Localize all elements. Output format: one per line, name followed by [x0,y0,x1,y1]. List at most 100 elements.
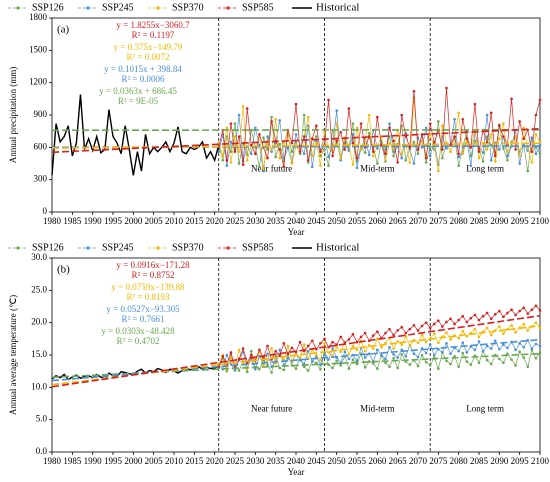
data-point [290,162,294,165]
data-point [266,156,269,160]
data-point [457,152,460,156]
data-point [453,322,456,326]
data-point [331,154,334,158]
data-point [506,154,509,158]
data-point [306,115,310,119]
data-point [461,351,465,355]
data-point [538,351,542,354]
data-point [506,352,509,356]
data-point [538,344,542,348]
data-point [526,312,530,315]
data-point [461,118,465,121]
data-point [270,148,273,151]
data-point [534,113,538,117]
data-point [237,150,241,153]
data-point [221,354,225,358]
data-point [278,148,282,151]
data-point [294,367,298,370]
data-point [376,330,379,334]
legend-label: SSP245 [102,2,134,13]
data-point [363,331,367,335]
data-point [278,119,282,122]
data-point [428,364,432,367]
data-point [477,156,481,160]
data-point [392,154,395,158]
x-tick-label: 1995 [104,216,123,226]
series-line [218,348,541,374]
data-point [262,169,265,173]
data-point [489,143,493,147]
data-point [282,342,286,345]
data-point [258,348,261,352]
data-point [400,152,404,156]
data-point [420,333,424,337]
data-point [367,113,371,117]
panel-label: (b) [57,264,70,276]
data-point [233,369,237,372]
x-tick-label: 2090 [490,216,509,226]
data-point [424,360,428,364]
data-point [469,146,473,149]
data-point [384,158,387,162]
data-point [278,142,282,146]
y-tick-label: 25.0 [31,284,47,294]
data-point [376,348,379,352]
data-point [404,354,408,358]
data-point [530,161,534,164]
data-point [416,148,420,151]
data-point [282,368,286,372]
data-point [408,344,412,348]
data-point [465,137,469,141]
data-point [302,343,306,346]
data-point [237,369,241,372]
data-point [315,141,318,145]
data-point [266,363,269,367]
data-point [327,155,330,159]
trend-equation: y = 0.0303x−48.428 [101,326,175,336]
period-label: Near future [251,403,292,413]
x-tick-label: 2005 [145,216,164,226]
data-point [502,122,505,125]
data-point [310,154,314,158]
data-point [457,349,460,353]
data-point [396,366,399,370]
data-point [249,349,253,353]
data-point [233,150,237,153]
data-point [355,156,359,160]
data-point [225,126,229,130]
data-point [465,320,469,324]
data-point [331,340,334,344]
period-label: Long term [466,163,504,173]
legend-label: SSP585 [242,242,274,253]
x-tick-label: 2000 [124,216,143,226]
data-point [245,107,249,110]
data-point [315,124,318,128]
data-point [282,141,286,145]
legend-marker [156,6,160,10]
data-point [339,364,343,367]
legend-marker [16,6,20,10]
data-point [392,347,395,350]
x-tick-label: 1980 [43,216,62,226]
data-point [363,151,367,155]
data-point [384,361,387,365]
data-point [282,358,286,361]
data-point [327,164,330,167]
data-point [274,118,277,121]
data-point [249,128,253,132]
data-point [388,122,391,125]
data-point [270,371,273,374]
legend-marker [86,246,90,250]
data-point [481,349,485,353]
data-point [266,352,269,356]
data-point [485,113,489,117]
data-point [457,336,460,340]
data-point [526,365,530,368]
data-point [408,146,412,149]
data-point [306,349,310,353]
data-point [489,347,493,350]
data-point [298,356,302,359]
data-point [428,122,432,125]
data-point [376,115,379,119]
